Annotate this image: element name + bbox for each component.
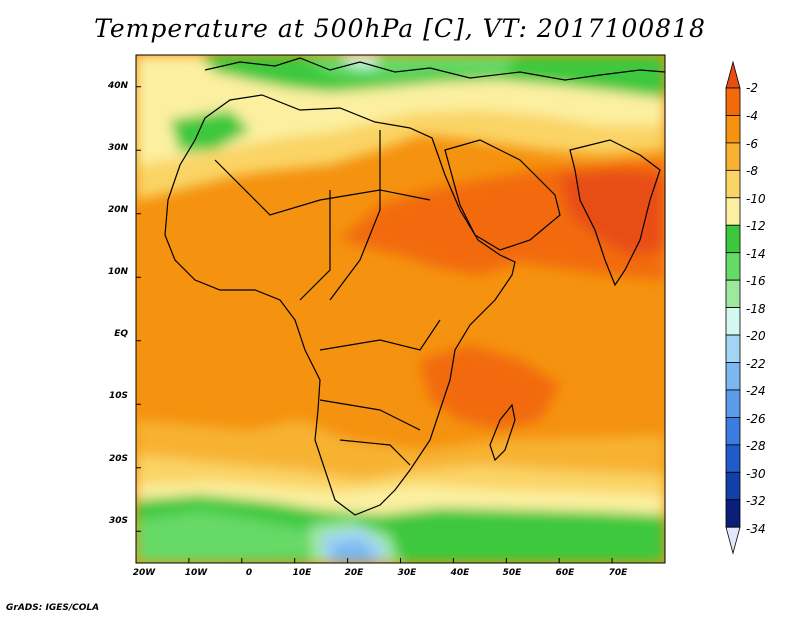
- lon-label-20w: 20W: [132, 568, 156, 578]
- lat-label-30s: 30S: [108, 516, 128, 526]
- colorbar-label-18: -18: [746, 302, 766, 316]
- colorbar-segment: [725, 279, 741, 308]
- colorbar-label-2: -2: [746, 81, 758, 95]
- colorbar-segment: [725, 307, 741, 336]
- field-nw-14: [170, 110, 250, 152]
- colorbar: [725, 60, 741, 555]
- border-4: [319, 319, 441, 351]
- colorbar-segment: [725, 389, 741, 418]
- lat-label-eq: EQ: [114, 329, 128, 339]
- colorbar-segment: [725, 142, 741, 171]
- coastlines: [164, 57, 665, 516]
- colorbar-arrow-top: [725, 60, 741, 89]
- colorbar-label-32: -32: [746, 494, 766, 508]
- madagascar: [489, 403, 516, 462]
- field-hot-se: [420, 345, 560, 430]
- colorbar-label-34: -34: [746, 522, 766, 536]
- colorbar-segment: [725, 471, 741, 501]
- lat-label-30n: 30N: [107, 143, 128, 153]
- colorbar-label-30: -30: [746, 467, 766, 481]
- lat-label-20s: 20S: [108, 454, 128, 464]
- map-title: Temperature at 500hPa [C], VT: 201710081…: [94, 14, 706, 43]
- field-hot-ne-core: [560, 170, 665, 255]
- colorbar-label-24: -24: [746, 384, 766, 398]
- colorbar-segment: [725, 252, 741, 281]
- colorbar-label-16: -16: [746, 274, 766, 288]
- colorbar-label-8: -8: [746, 164, 758, 178]
- lat-label-10s: 10S: [108, 391, 128, 401]
- africa-coastline: [164, 94, 516, 516]
- colorbar-segment: [725, 169, 741, 199]
- colorbar-segment: [725, 416, 741, 446]
- colorbar-segment: [725, 334, 741, 363]
- lon-label-50e: 50E: [502, 568, 522, 578]
- lon-label-70e: 70E: [608, 568, 628, 578]
- border-2: [329, 130, 381, 301]
- lon-label-60e: 60E: [555, 568, 575, 578]
- colorbar-label-20: -20: [746, 329, 766, 343]
- axis-ticks: [135, 86, 613, 563]
- colorbar-label-4: -4: [746, 109, 758, 123]
- colorbar-label-6: -6: [746, 137, 758, 151]
- lon-label-20e: 20E: [344, 568, 364, 578]
- colorbar-segment: [725, 197, 741, 226]
- europe-coast: [204, 57, 665, 81]
- border-1: [214, 159, 431, 216]
- border-5: [319, 399, 421, 431]
- lon-label-0: 0: [245, 568, 253, 578]
- lat-label-20n: 20N: [107, 205, 128, 215]
- colorbar-arrow-bottom: [725, 526, 741, 555]
- colorbar-segment: [725, 362, 741, 391]
- colorbar-segment: [725, 224, 741, 254]
- border-3: [299, 190, 331, 301]
- colorbar-segment: [725, 499, 741, 528]
- lon-label-10w: 10W: [184, 568, 208, 578]
- colorbar-label-14: -14: [746, 247, 766, 261]
- arabia: [444, 139, 561, 251]
- colorbar-label-10: -10: [746, 192, 766, 206]
- india: [569, 139, 661, 287]
- lon-label-10e: 10E: [292, 568, 312, 578]
- lon-label-40e: 40E: [450, 568, 470, 578]
- colorbar-label-22: -22: [746, 357, 766, 371]
- lon-label-30e: 30E: [397, 568, 417, 578]
- lat-label-10n: 10N: [107, 267, 128, 277]
- border-6: [339, 439, 411, 466]
- colorbar-segment: [725, 444, 741, 473]
- colorbar-label-26: -26: [746, 412, 766, 426]
- field-south-16: [136, 510, 330, 563]
- lat-label-40n: 40N: [107, 81, 128, 91]
- temperature-field: [136, 55, 665, 563]
- colorbar-segment: [725, 87, 741, 116]
- colorbar-label-28: -28: [746, 439, 766, 453]
- field-south-22: [330, 540, 375, 563]
- colorbar-segment: [725, 115, 741, 144]
- colorbar-label-12: -12: [746, 219, 766, 233]
- credit-text: GrADS: IGES/COLA: [6, 603, 100, 613]
